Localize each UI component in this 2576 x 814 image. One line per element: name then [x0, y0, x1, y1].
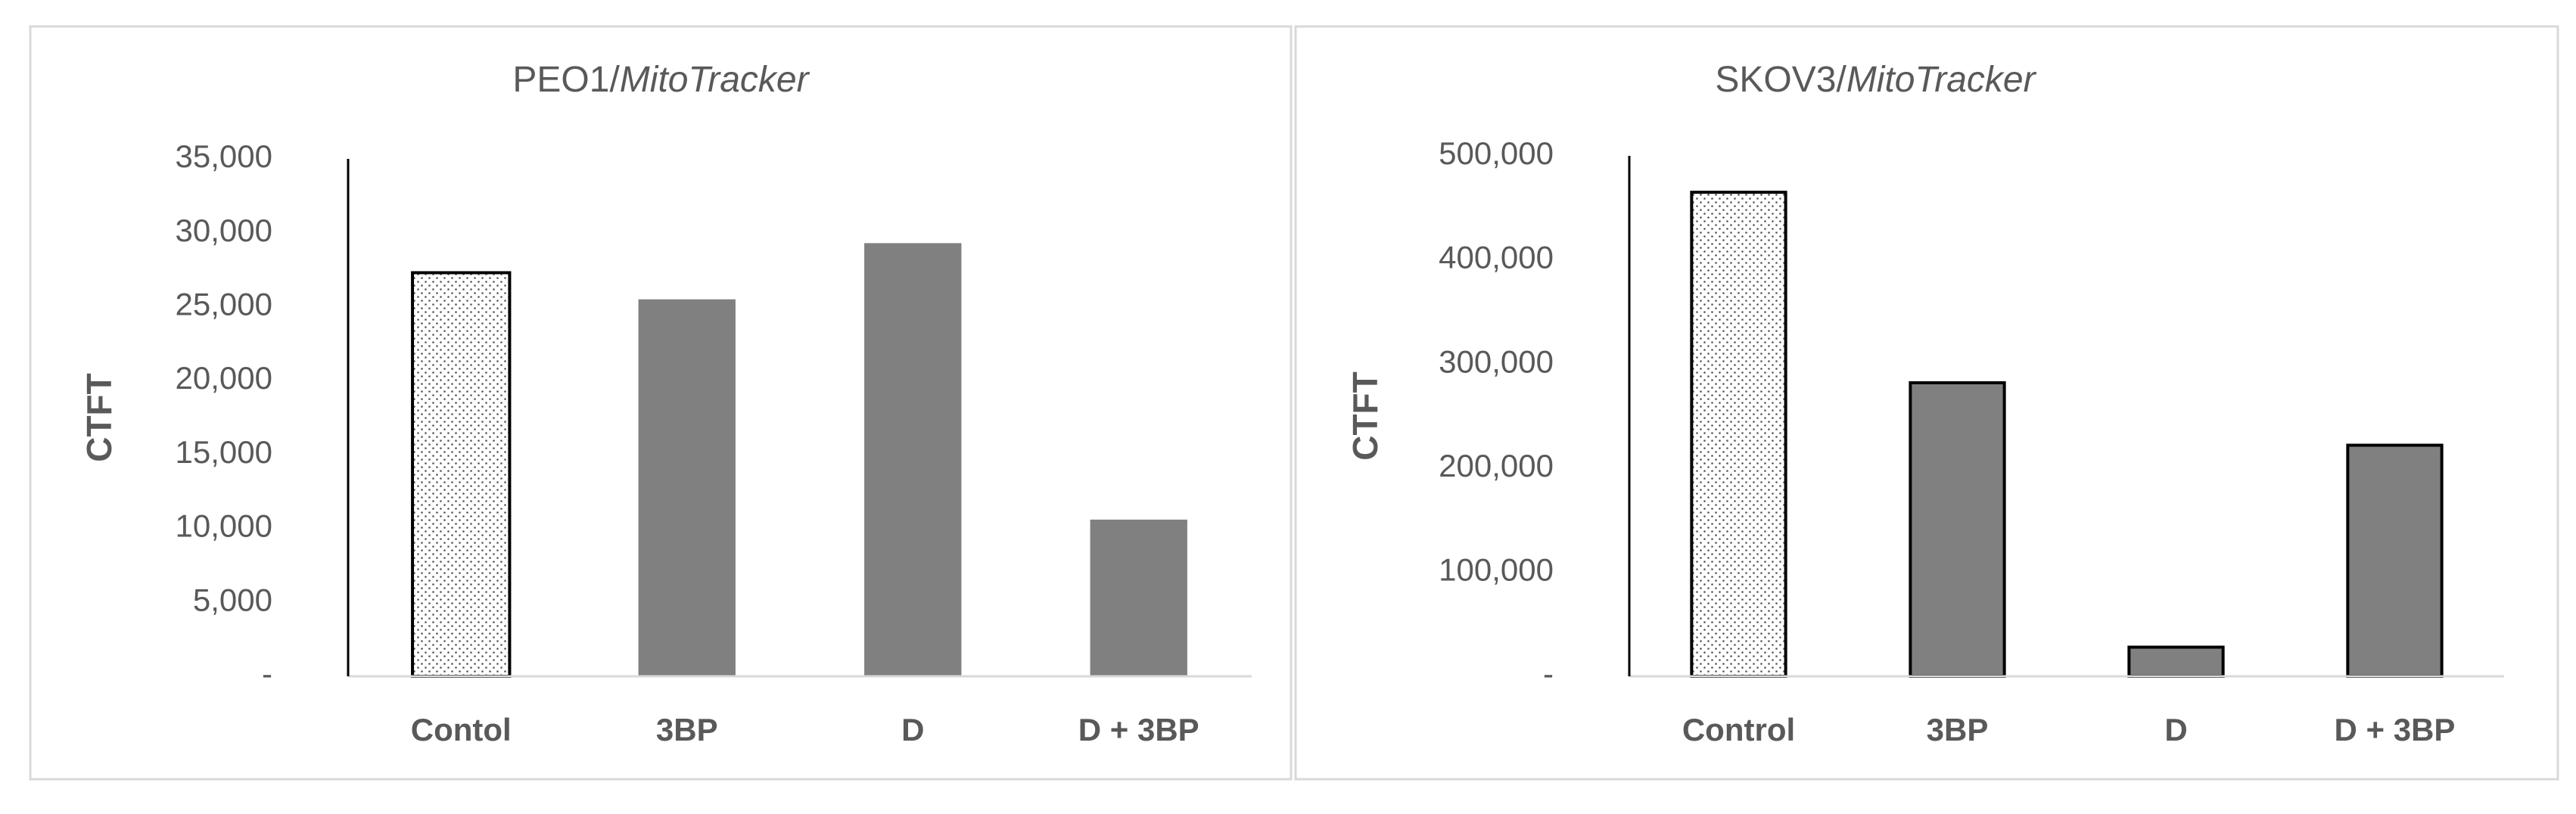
y-tick-label: 25,000 [176, 287, 272, 322]
y-tick-label: 30,000 [176, 213, 272, 248]
x-tick-label: D [901, 712, 924, 747]
y-tick-label: 200,000 [1439, 448, 1554, 483]
bar [864, 243, 962, 676]
y-tick-label: 35,000 [176, 138, 272, 174]
y-tick-label: 400,000 [1439, 240, 1554, 275]
y-tick-label: 100,000 [1439, 551, 1554, 587]
bar [2346, 443, 2444, 678]
y-tick-label: 5,000 [193, 582, 272, 617]
panel-border [29, 25, 1293, 781]
bar [411, 271, 512, 679]
panel-border [1294, 25, 2559, 781]
y-tick-label: - [1543, 656, 1554, 691]
bar [1690, 191, 1787, 679]
bar [2127, 645, 2225, 678]
chart-title: SKOV3/MitoTracker [1715, 60, 2036, 100]
x-tick-label: D + 3BP [1078, 712, 1199, 747]
y-tick-label: 500,000 [1439, 135, 1554, 171]
bar [1909, 381, 2006, 678]
x-tick-label: Contol [411, 712, 512, 747]
x-tick-label: D + 3BP [2335, 712, 2456, 747]
y-tick-label: 300,000 [1439, 343, 1554, 379]
y-tick-label: - [262, 656, 272, 691]
y-tick-label: 10,000 [176, 508, 272, 544]
x-tick-label: Control [1682, 712, 1795, 747]
title-text: SKOV3/ [1715, 60, 1846, 100]
x-tick-label: 3BP [1927, 712, 1989, 747]
bar [1090, 519, 1187, 676]
y-axis-label: CTFT [79, 373, 119, 462]
y-tick-label: 20,000 [176, 360, 272, 396]
y-axis-label: CTFT [1346, 371, 1385, 461]
title-italic: MitoTracker [1846, 60, 2037, 100]
x-tick-label: D [2164, 712, 2187, 747]
bar [638, 299, 736, 676]
title-italic: MitoTracker [620, 60, 810, 100]
x-tick-label: 3BP [656, 712, 718, 747]
chart-title: PEO1/MitoTracker [512, 60, 810, 100]
y-tick-label: 15,000 [176, 434, 272, 470]
title-text: PEO1/ [512, 60, 620, 100]
